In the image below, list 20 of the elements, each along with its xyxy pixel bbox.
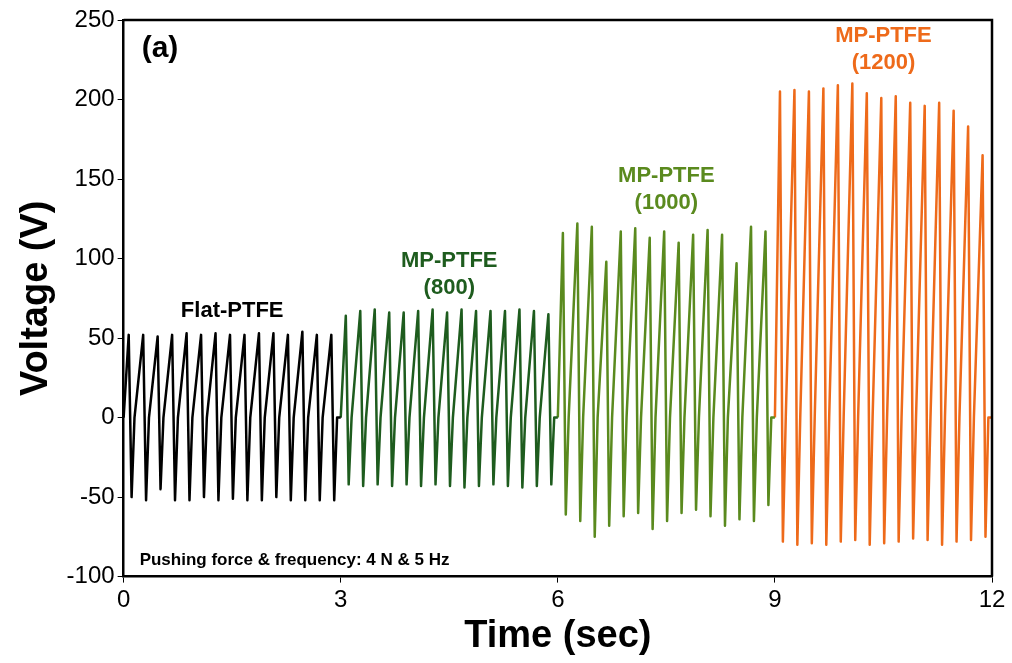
series-label: Flat-PTFE (180, 296, 284, 322)
x-tick-label: 12 (978, 584, 1006, 612)
x-axis-title: Time (sec) (464, 612, 652, 655)
x-tick-label: 6 (551, 584, 565, 612)
y-tick-label: 100 (74, 243, 115, 271)
y-axis-title: Voltage (V) (13, 200, 56, 397)
y-tick-label: 150 (74, 163, 115, 191)
y-tick-label: 0 (101, 402, 115, 430)
series-label: MP-PTFE (1000) (618, 161, 715, 214)
x-tick-label: 9 (768, 584, 782, 612)
y-tick-label: -100 (66, 561, 115, 589)
series-label: MP-PTFE (800) (400, 247, 498, 300)
series-label: MP-PTFE (1200) (835, 21, 932, 74)
y-tick-label: -50 (79, 481, 115, 509)
y-tick-label: 250 (74, 4, 115, 32)
x-tick-label: 3 (334, 584, 348, 612)
y-tick-label: 50 (87, 322, 115, 350)
annotation: Pushing force & frequency: 4 N & 5 Hz (139, 549, 450, 569)
annotation: (a) (141, 30, 179, 64)
y-tick-label: 200 (74, 84, 115, 112)
